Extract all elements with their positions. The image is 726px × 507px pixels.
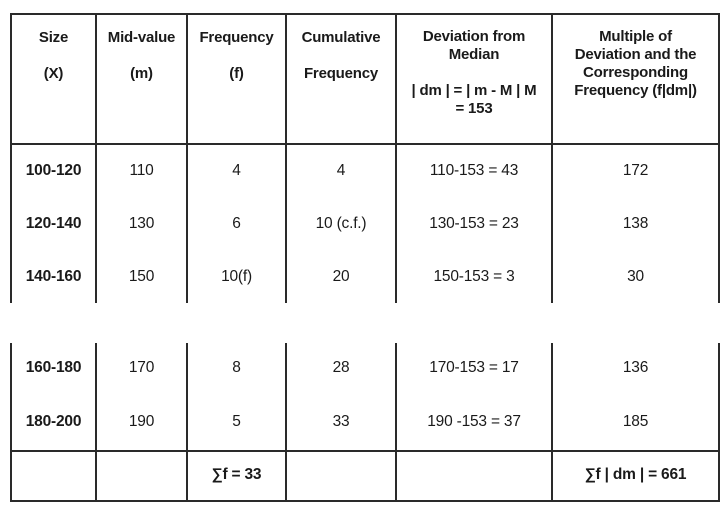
row-mid: 110 <box>129 162 154 179</box>
col-divider <box>551 13 553 303</box>
header-multiple: Multiple of Deviation and the Correspond… <box>574 28 697 99</box>
row-size: 160-180 <box>25 359 82 376</box>
row-freq: 10(f) <box>221 268 252 285</box>
row-mid: 190 <box>128 413 155 430</box>
totals-top-border <box>10 450 720 452</box>
row-mult: 172 <box>622 162 649 179</box>
col-divider <box>10 343 12 502</box>
row-cum: 28 <box>332 359 350 376</box>
row-cum: 4 <box>336 162 346 179</box>
col-divider <box>95 343 97 502</box>
col-divider <box>285 343 287 502</box>
header-size: Size (X) <box>38 29 69 82</box>
row-freq: 8 <box>232 359 241 376</box>
total-frequency: ∑f = 33 <box>211 466 262 483</box>
col-divider <box>285 13 287 303</box>
col-divider <box>10 13 12 303</box>
col-divider <box>718 13 720 303</box>
row-freq: 5 <box>232 413 241 430</box>
row-dev: 110-153 = 43 <box>429 162 519 179</box>
header-bottom-border <box>10 143 720 145</box>
row-dev: 190 -153 = 37 <box>427 413 521 430</box>
col-divider <box>551 343 553 502</box>
header-frequency: Frequency (f) <box>199 29 274 82</box>
header-cumulative: Cumulative Frequency <box>301 29 381 82</box>
row-dev: 150-153 = 3 <box>433 268 515 285</box>
row-mult: 30 <box>627 268 644 285</box>
top-border <box>10 13 720 15</box>
header-mid-value: Mid-value (m) <box>107 29 176 82</box>
row-mid: 150 <box>128 268 155 285</box>
row-mult: 185 <box>622 413 649 430</box>
row-size: 120-140 <box>25 215 82 232</box>
col-divider <box>718 343 720 502</box>
col-divider <box>95 13 97 303</box>
col-divider <box>186 343 188 502</box>
row-cum: 20 <box>332 268 350 285</box>
row-freq: 6 <box>232 215 241 232</box>
row-mult: 136 <box>622 359 649 376</box>
col-divider <box>395 343 397 502</box>
row-mid: 130 <box>128 215 155 232</box>
row-size: 180-200 <box>25 413 82 430</box>
row-mid: 170 <box>128 359 155 376</box>
row-size: 100-120 <box>25 162 82 179</box>
col-divider <box>395 13 397 303</box>
row-size: 140-160 <box>25 268 82 285</box>
bottom-border <box>10 500 720 502</box>
row-cum: 10 (c.f.) <box>315 215 367 232</box>
row-cum: 33 <box>332 413 350 430</box>
col-divider <box>186 13 188 303</box>
row-dev: 170-153 = 17 <box>429 359 519 376</box>
total-multiple: ∑f | dm | = 661 <box>584 466 687 483</box>
header-deviation: Deviation from Median | dm | = | m - M |… <box>411 28 537 117</box>
row-mult: 138 <box>622 215 649 232</box>
row-freq: 4 <box>232 162 241 179</box>
row-dev: 130-153 = 23 <box>429 215 519 232</box>
